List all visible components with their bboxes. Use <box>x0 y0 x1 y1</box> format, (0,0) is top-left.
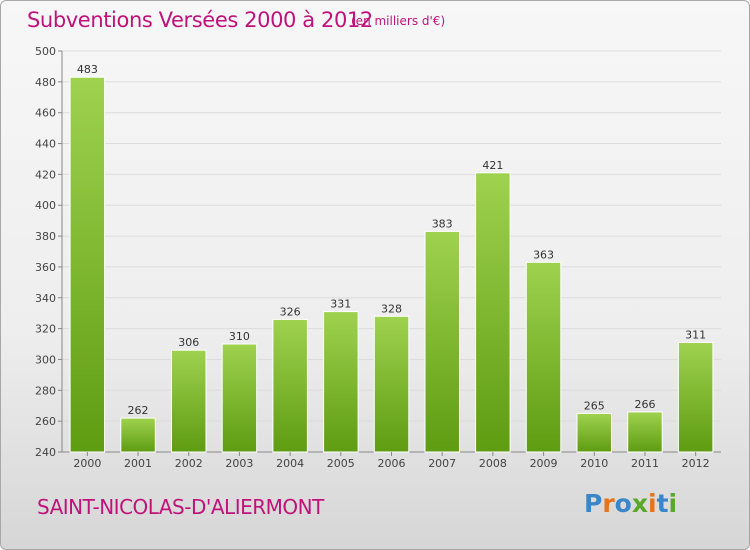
x-tick-label: 2000 <box>73 457 101 470</box>
x-tick-label: 2003 <box>225 457 253 470</box>
x-axis: 2000 2001 2002 2003 2004 2005 2006 2007 2008 2009… <box>73 452 710 470</box>
data-label: 266 <box>634 398 655 411</box>
data-label: 483 <box>77 63 98 76</box>
data-label: 421 <box>482 159 503 172</box>
bar <box>475 172 511 453</box>
y-tick-label: 480 <box>35 76 56 89</box>
data-label: 311 <box>685 328 706 341</box>
y-tick-label: 240 <box>35 446 56 459</box>
x-tick-label: 2006 <box>378 457 406 470</box>
logo-letter: P <box>584 489 603 518</box>
bars: 483 262 306 310 326 331 328 383 421 363 265 266 311 <box>69 63 714 453</box>
y-tick-label: 340 <box>35 292 56 305</box>
bar <box>424 230 460 453</box>
y-tick-label: 460 <box>35 107 56 120</box>
y-tick-label: 500 <box>35 45 56 58</box>
data-label: 326 <box>280 305 301 318</box>
x-tick-label: 2005 <box>327 457 355 470</box>
bar <box>69 76 106 453</box>
bar <box>576 412 612 453</box>
y-tick-label: 260 <box>35 415 56 428</box>
data-label: 262 <box>128 404 149 417</box>
logo-letter: r <box>602 489 615 518</box>
y-tick-label: 280 <box>35 384 56 397</box>
data-label: 328 <box>381 302 402 315</box>
bar <box>373 315 410 453</box>
x-tick-label: 2009 <box>530 457 558 470</box>
chart-subtitle: (en milliers d'€) <box>351 14 446 28</box>
data-label: 265 <box>584 399 605 412</box>
x-tick-label: 2010 <box>580 457 608 470</box>
data-label: 306 <box>178 336 199 349</box>
data-label: 310 <box>229 330 250 343</box>
chart-title: Subventions Versées 2000 à 2012 <box>27 8 373 32</box>
y-tick-label: 440 <box>35 138 56 151</box>
y-tick-label: 300 <box>35 353 56 366</box>
logo-letter: t <box>656 489 669 518</box>
bar <box>627 411 663 453</box>
bar <box>171 349 207 453</box>
y-tick-label: 320 <box>35 323 56 336</box>
bar <box>272 318 308 453</box>
y-tick-label: 380 <box>35 230 56 243</box>
logo-letter: x <box>631 489 648 518</box>
logo-letter: i <box>648 489 657 518</box>
x-tick-label: 2001 <box>124 457 152 470</box>
x-tick-label: 2012 <box>682 457 710 470</box>
y-tick-label: 400 <box>35 199 56 212</box>
data-label: 331 <box>330 298 351 311</box>
x-tick-label: 2008 <box>479 457 507 470</box>
data-label: 383 <box>432 217 453 230</box>
logo-letter: i <box>668 489 678 518</box>
bar <box>525 261 562 453</box>
bar <box>677 342 714 453</box>
x-tick-label: 2002 <box>175 457 203 470</box>
x-tick-label: 2011 <box>631 457 659 470</box>
commune-name: SAINT-NICOLAS-D'ALIERMONT <box>37 495 324 519</box>
bar <box>323 311 359 453</box>
logo-letter: o <box>614 489 632 518</box>
x-tick-label: 2007 <box>428 457 456 470</box>
x-tick-label: 2004 <box>276 457 304 470</box>
data-label: 363 <box>533 248 554 261</box>
bar <box>120 417 156 453</box>
bar <box>221 343 258 453</box>
y-tick-label: 360 <box>35 261 56 274</box>
proxiti-logo[interactable]: Proxiti <box>584 489 677 518</box>
y-tick-label: 420 <box>35 168 56 181</box>
